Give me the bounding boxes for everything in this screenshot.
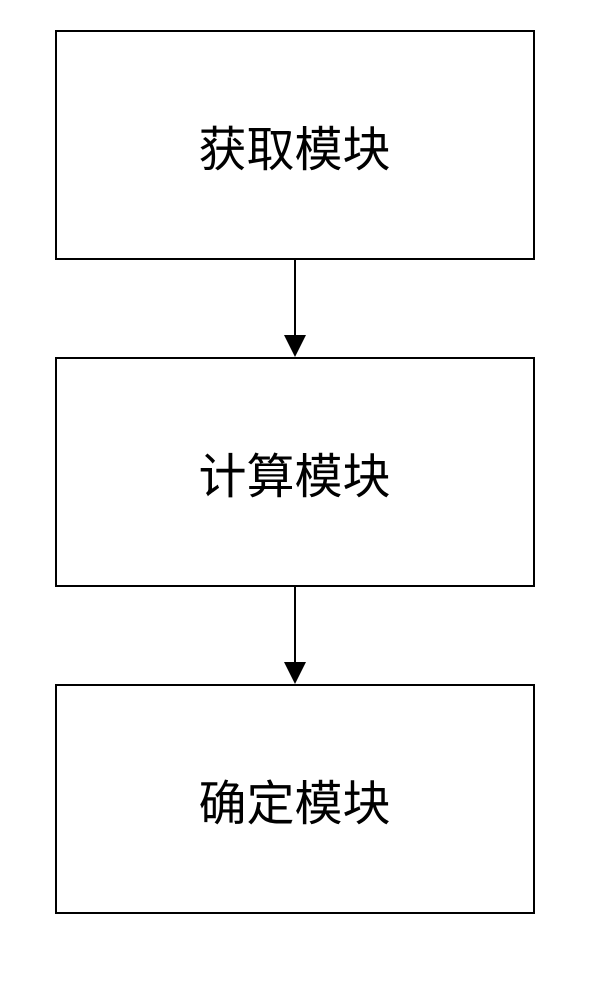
flowchart-node-compute: 计算模块: [55, 357, 535, 587]
arrow-shaft: [294, 587, 296, 662]
node-label: 获取模块: [198, 110, 390, 180]
arrow-head-icon: [284, 662, 306, 684]
flowchart-node-acquire: 获取模块: [55, 30, 535, 260]
node-label: 确定模块: [198, 764, 390, 834]
arrow-1: [284, 260, 306, 357]
flowchart-node-determine: 确定模块: [55, 684, 535, 914]
node-label: 计算模块: [198, 437, 390, 507]
arrow-2: [284, 587, 306, 684]
arrow-head-icon: [284, 335, 306, 357]
arrow-shaft: [294, 260, 296, 335]
